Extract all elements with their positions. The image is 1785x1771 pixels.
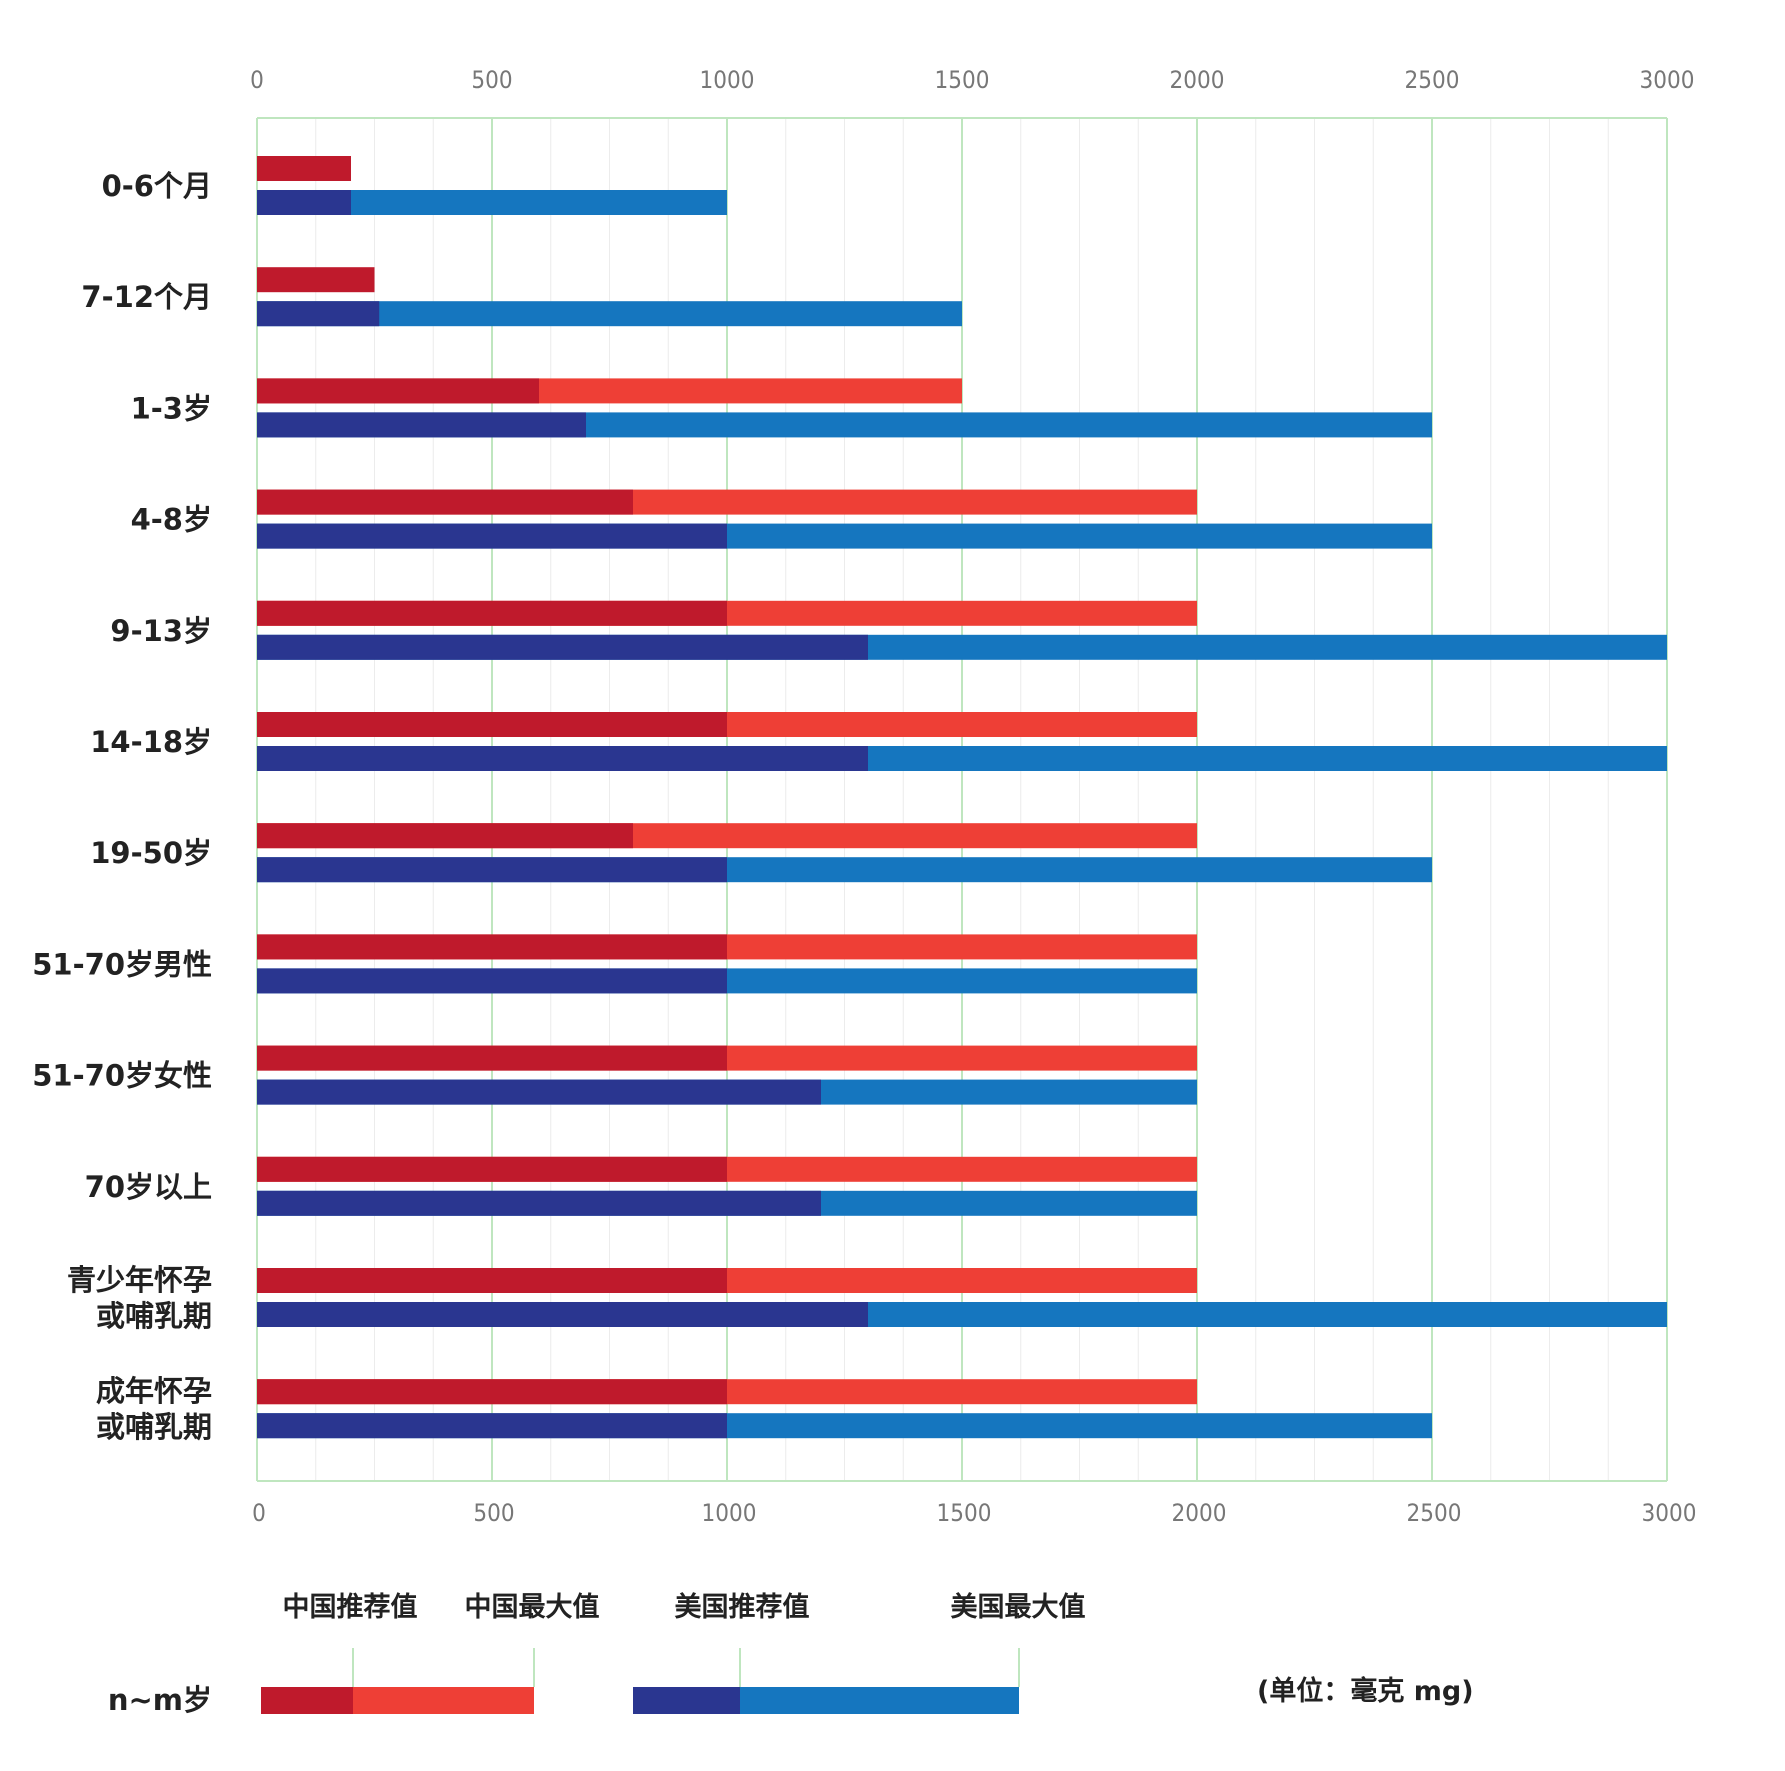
legend-label: 中国最大值 <box>465 1592 600 1623</box>
category-label: 成年怀孕或哺乳期 <box>96 1374 212 1444</box>
us-recommended-bar <box>257 968 727 994</box>
top-tick-label: 500 <box>471 66 512 94</box>
top-tick-label: 2500 <box>1405 66 1460 94</box>
category-label: 0-6个月 <box>102 169 212 203</box>
bottom-tick-label: 500 <box>473 1499 514 1527</box>
category-label: 7-12个月 <box>81 280 212 314</box>
legend: 中国推荐值 中国最大值 美国推荐值 美国最大值 n~m岁 (单位：毫克 mg) <box>108 1591 1474 1717</box>
us-recommended-bar <box>257 857 727 883</box>
top-tick-label: 3000 <box>1640 66 1695 94</box>
bottom-tick-label: 1500 <box>937 1499 992 1527</box>
us-recommended-bar <box>257 1079 821 1105</box>
legend-label: 美国最大值 <box>951 1591 1086 1623</box>
us-recommended-bar <box>257 523 727 549</box>
category-label: 青少年怀孕或哺乳期 <box>67 1263 212 1333</box>
bottom-tick-label: 3000 <box>1642 1499 1697 1527</box>
category-labels: 0-6个月 7-12个月 1-3岁 4-8岁 9-13岁 14-18岁 19-50岁 51-7… <box>32 169 212 1444</box>
us-recommended-bar <box>257 412 586 438</box>
china-recommended-bar <box>257 600 727 626</box>
bars <box>257 156 1667 1439</box>
china-recommended-bar <box>257 1045 727 1071</box>
top-tick-label: 0 <box>250 66 264 94</box>
bottom-tick-label: 1000 <box>702 1499 757 1527</box>
category-label: 19-50岁 <box>90 836 212 870</box>
top-tick-label: 1000 <box>700 66 755 94</box>
legend-sample-label: n~m岁 <box>108 1683 212 1717</box>
bottom-tick-label: 2500 <box>1407 1499 1462 1527</box>
china-recommended-bar <box>257 378 539 404</box>
china-recommended-bar <box>257 1156 727 1182</box>
category-label: 70岁以上 <box>85 1170 212 1204</box>
grid-lines <box>256 117 1668 1482</box>
category-label: 51-70岁男性 <box>32 947 212 981</box>
category-label: 9-13岁 <box>110 614 212 648</box>
category-label: 4-8岁 <box>131 503 212 537</box>
legend-label: 美国推荐值 <box>675 1591 810 1623</box>
china-recommended-bar <box>257 1379 727 1405</box>
category-label: 1-3岁 <box>131 391 212 425</box>
us-recommended-bar <box>257 1302 868 1327</box>
legend-us-recommended-swatch <box>633 1687 740 1714</box>
china-recommended-bar <box>257 267 375 293</box>
us-recommended-bar <box>257 746 868 771</box>
bottom-tick-label: 0 <box>252 1499 266 1527</box>
china-recommended-bar <box>257 934 727 960</box>
bottom-tick-label: 2000 <box>1172 1499 1227 1527</box>
legend-china-recommended-swatch <box>261 1687 353 1714</box>
top-x-axis: 0 500 1000 1500 2000 2500 3000 <box>250 66 1694 94</box>
us-recommended-bar <box>257 1413 727 1439</box>
china-recommended-bar <box>257 712 727 737</box>
china-recommended-bar <box>257 489 633 515</box>
top-tick-label: 2000 <box>1170 66 1225 94</box>
unit-label: (单位：毫克 mg) <box>1257 1675 1474 1707</box>
category-label: 14-18岁 <box>90 725 212 759</box>
us-recommended-bar <box>257 634 868 660</box>
us-recommended-bar <box>257 301 380 327</box>
top-tick-label: 1500 <box>935 66 990 94</box>
china-recommended-bar <box>257 156 351 181</box>
china-recommended-bar <box>257 1268 727 1293</box>
bottom-x-axis: 0 500 1000 1500 2000 2500 3000 <box>252 1499 1696 1527</box>
us-recommended-bar <box>257 190 351 215</box>
category-label: 51-70岁女性 <box>32 1059 212 1093</box>
us-recommended-bar <box>257 1190 821 1216</box>
legend-label: 中国推荐值 <box>283 1592 418 1623</box>
china-recommended-bar <box>257 823 633 849</box>
